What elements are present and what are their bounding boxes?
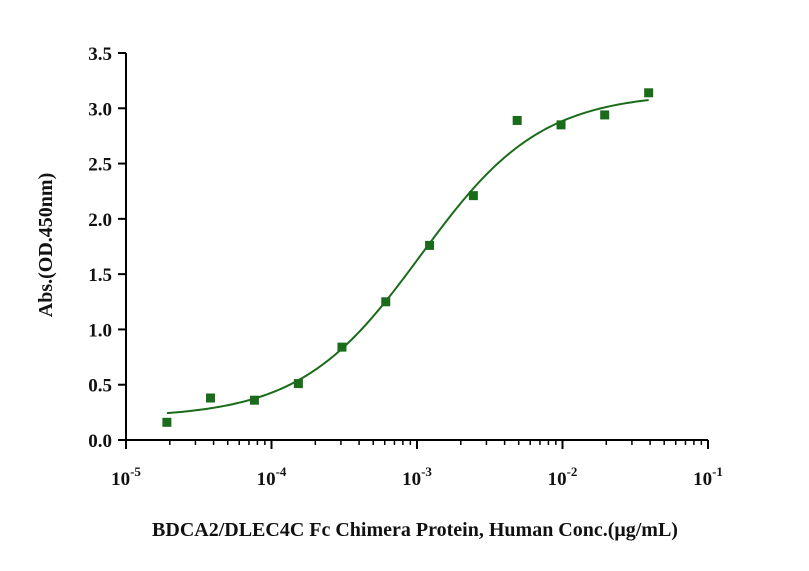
x-tick-label: 10-2 [548, 464, 578, 490]
y-tick-label: 2.0 [88, 210, 112, 231]
x-tick-label: 10-5 [111, 464, 141, 490]
data-point [162, 417, 172, 427]
data-point [644, 88, 654, 98]
y-tick-label: 1.5 [88, 265, 112, 286]
data-point [556, 120, 566, 130]
data-point [468, 191, 478, 201]
data-points [162, 88, 654, 427]
data-point [293, 379, 303, 389]
y-tick-label: 2.5 [88, 155, 112, 176]
y-ticks: 0.0 0.5 1.0 1.5 2.0 2.5 3.0 3.5 [88, 44, 126, 452]
y-tick-label: 0.5 [88, 376, 112, 397]
x-tick-label: 10-3 [402, 464, 432, 490]
data-point [600, 110, 610, 120]
y-tick-label: 0.0 [88, 431, 112, 452]
y-tick-label: 3.5 [88, 44, 112, 65]
y-axis-title: Abs.(OD.450nm) [35, 173, 57, 317]
data-point [512, 115, 522, 125]
x-ticks: 10-5 10-4 10-3 10-2 10-1 [111, 440, 723, 490]
data-point [337, 342, 347, 352]
data-point [249, 395, 259, 405]
fit-curve [166, 99, 649, 415]
y-tick-label: 1.0 [88, 320, 112, 341]
x-axis-title: BDCA2/DLEC4C Fc Chimera Protein, Human C… [152, 519, 678, 541]
axes [125, 53, 708, 441]
data-point [425, 240, 435, 250]
y-tick-label: 3.0 [88, 99, 112, 120]
x-tick-label: 10-4 [257, 464, 287, 490]
x-tick-label: 10-1 [693, 464, 723, 490]
data-point [381, 297, 391, 307]
data-point [206, 393, 216, 403]
